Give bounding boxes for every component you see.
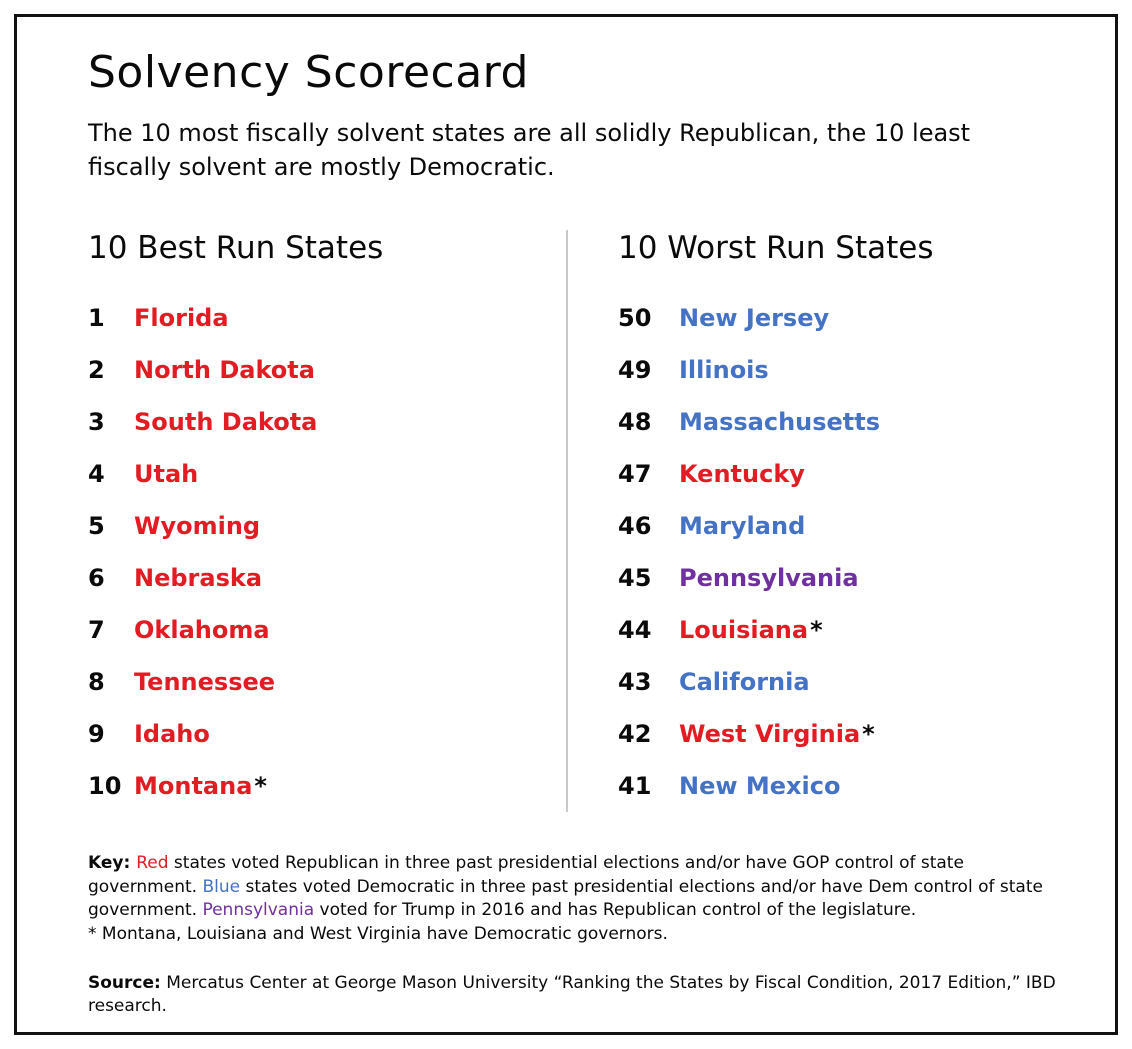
ranking-row: 50 New Jersey	[618, 292, 1065, 344]
state-name: New Mexico	[679, 772, 841, 801]
rank-number: 45	[618, 564, 652, 593]
rank-number: 41	[618, 772, 652, 801]
key-purple-word: Pennsylvania	[202, 900, 315, 921]
ranking-row: 10 Montana *	[88, 760, 546, 812]
rank-number: 46	[618, 512, 652, 541]
ranking-row: 45 Pennsylvania	[618, 552, 1065, 604]
ranking-row: 7 Oklahoma	[88, 604, 546, 656]
state-name: Louisiana	[679, 616, 809, 645]
rank-number: 7	[88, 616, 105, 645]
ranking-row: 43 California	[618, 656, 1065, 708]
ranking-row: 8 Tennessee	[88, 656, 546, 708]
state-name: North Dakota	[134, 356, 315, 385]
governor-asterisk: *	[254, 772, 267, 801]
ranking-row: 5 Wyoming	[88, 500, 546, 552]
ranking-row: 2 North Dakota	[88, 344, 546, 396]
state-name: California	[679, 668, 810, 697]
governor-asterisk: *	[862, 720, 875, 749]
state-name: Idaho	[134, 720, 210, 749]
rank-number: 3	[88, 408, 105, 437]
key-label: Key:	[88, 853, 137, 874]
worst-states-list: 50 New Jersey 49 Illinois 48 Massachuset…	[618, 292, 1065, 812]
key-red-word: Red	[136, 853, 169, 874]
state-name: Tennessee	[134, 668, 276, 697]
state-name: West Virginia	[679, 720, 861, 749]
rank-number: 4	[88, 460, 105, 489]
key-red-text: states voted Republican in three past pr…	[88, 853, 964, 897]
scorecard-frame: Solvency Scorecard The 10 most fiscally …	[14, 14, 1118, 1035]
rank-number: 48	[618, 408, 652, 437]
best-states-header: 10 Best Run States	[88, 230, 384, 267]
state-name: South Dakota	[134, 408, 318, 437]
rank-number: 9	[88, 720, 105, 749]
key-footnote: * Montana, Louisiana and West Virginia h…	[88, 923, 668, 944]
ranking-row: 48 Massachusetts	[618, 396, 1065, 448]
subtitle: The 10 most fiscally solvent states are …	[88, 119, 971, 182]
key-legend: Key: Red states voted Republican in thre…	[88, 852, 1056, 946]
ranking-row: 42 West Virginia *	[618, 708, 1065, 760]
state-name: New Jersey	[679, 304, 830, 333]
rank-number: 1	[88, 304, 105, 333]
ranking-row: 4 Utah	[88, 448, 546, 500]
rank-number: 50	[618, 304, 652, 333]
source-text: Mercatus Center at George Mason Universi…	[88, 972, 1056, 1017]
state-name: Massachusetts	[679, 408, 881, 437]
rank-number: 42	[618, 720, 652, 749]
ranking-row: 44 Louisiana *	[618, 604, 1065, 656]
ranking-row: 6 Nebraska	[88, 552, 546, 604]
state-name: Pennsylvania	[679, 564, 859, 593]
ranking-row: 46 Maryland	[618, 500, 1065, 552]
rank-number: 47	[618, 460, 652, 489]
key-blue-text: states voted Democratic in three past pr…	[88, 876, 1043, 921]
ranking-columns: 10 Best Run States 1 Florida 2 North Dak…	[88, 230, 1065, 813]
ranking-row: 49 Illinois	[618, 344, 1065, 396]
ranking-row: 3 South Dakota	[88, 396, 546, 448]
state-name: Nebraska	[134, 564, 263, 593]
worst-states-header: 10 Worst Run States	[618, 230, 934, 267]
worst-states-column: 10 Worst Run States 50 New Jersey 49 Ill…	[568, 230, 1065, 812]
rank-number: 8	[88, 668, 105, 697]
state-name: Kentucky	[679, 460, 805, 489]
ranking-row: 1 Florida	[88, 292, 546, 344]
state-name: Utah	[134, 460, 199, 489]
governor-asterisk: *	[810, 616, 823, 645]
best-states-column: 10 Best Run States 1 Florida 2 North Dak…	[88, 230, 568, 813]
state-name: Florida	[134, 304, 229, 333]
rank-number: 6	[88, 564, 105, 593]
rank-number: 44	[618, 616, 652, 645]
key-purple-text: voted for Trump in 2016 and has Republic…	[314, 900, 917, 921]
rank-number: 49	[618, 356, 652, 385]
key-blue-word: Blue	[202, 876, 241, 897]
rank-number: 5	[88, 512, 105, 541]
state-name: Illinois	[679, 356, 769, 385]
source-line: Source: Mercatus Center at George Mason …	[88, 972, 1056, 1019]
state-name: Oklahoma	[134, 616, 270, 645]
state-name: Maryland	[679, 512, 806, 541]
best-states-list: 1 Florida 2 North Dakota 3 South Dakota	[88, 292, 546, 812]
source-label: Source:	[88, 972, 161, 993]
ranking-row: 41 New Mexico	[618, 760, 1065, 812]
rank-number: 10	[88, 772, 122, 801]
rank-number: 43	[618, 668, 652, 697]
ranking-row: 9 Idaho	[88, 708, 546, 760]
rank-number: 2	[88, 356, 105, 385]
page-title: Solvency Scorecard	[88, 47, 529, 98]
state-name: Wyoming	[134, 512, 261, 541]
state-name: Montana	[134, 772, 253, 801]
ranking-row: 47 Kentucky	[618, 448, 1065, 500]
